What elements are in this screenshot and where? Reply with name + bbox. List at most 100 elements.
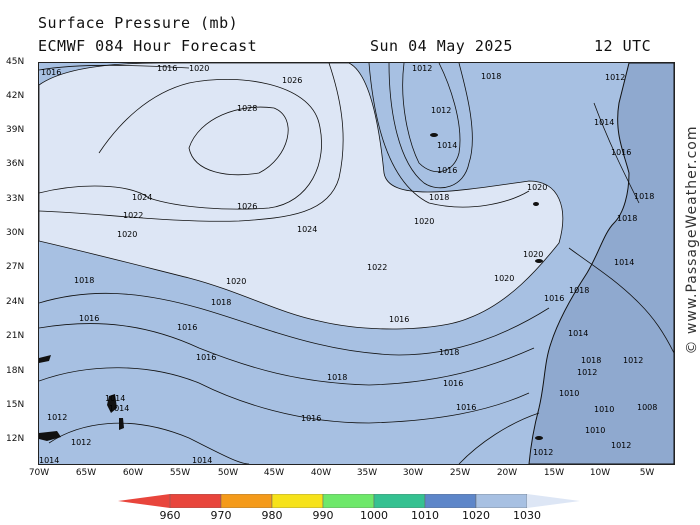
isobar-1024 [39, 63, 344, 222]
lon-label-65w: 65W [75, 468, 97, 478]
high-pressure-area [39, 63, 563, 330]
isobar-1016-far-south [458, 412, 540, 464]
isobar-1026 [39, 78, 322, 210]
isobar-label: 1020 [189, 64, 209, 73]
isobar-label: 1016 [456, 403, 476, 412]
legend-label-970: 970 [210, 509, 232, 522]
legend-label-990: 990 [312, 509, 334, 522]
isobar-map-svg: 1016 1016 1020 1026 1028 1024 1026 1022 … [39, 63, 674, 464]
legend-label-1030: 1030 [513, 509, 541, 522]
lat-label-30n: 30N [6, 228, 25, 238]
isobar-label: 1024 [132, 193, 152, 202]
lat-label-39n: 39N [6, 125, 25, 135]
isobar-lines [39, 63, 674, 464]
map-title: Surface Pressure (mb) [38, 14, 239, 32]
legend-high-arrow [527, 494, 580, 508]
isobar-label: 1020 [414, 217, 434, 226]
lat-label-45n: 45N [6, 57, 25, 67]
legend-label-960: 960 [159, 509, 181, 522]
isobar-1016-south [39, 323, 535, 386]
isobar-label: 1018 [74, 276, 94, 285]
isobar-label: 1012 [605, 73, 625, 82]
lat-label-27n: 27N [6, 262, 25, 272]
isobar-1012 [402, 63, 461, 173]
lon-label-10w: 10W [589, 468, 611, 478]
isobar-label: 1020 [117, 230, 137, 239]
legend-cell [322, 494, 375, 508]
isobar-label: 1014 [105, 394, 125, 403]
lat-label-33n: 33N [6, 194, 25, 204]
legend-cell [271, 494, 324, 508]
isobar-label: 1012 [611, 441, 631, 450]
isobar-label: 1012 [577, 368, 597, 377]
lon-label-35w: 35W [356, 468, 378, 478]
land-caribbean [39, 355, 124, 441]
isobar-label: 1010 [559, 389, 579, 398]
lon-label-15w: 15W [543, 468, 565, 478]
isobar-label: 1016 [196, 353, 216, 362]
isobar-1014 [388, 63, 473, 189]
isobar-label: 1016 [443, 379, 463, 388]
isobar-label: 1012 [623, 356, 643, 365]
lon-label-30w: 30W [402, 468, 424, 478]
legend-cell [475, 494, 528, 508]
isobar-label: 1012 [47, 413, 67, 422]
legend-low-arrow [118, 494, 170, 508]
isobar-label: 1016 [41, 68, 61, 77]
island-azores [430, 133, 438, 137]
isobar-label: 1016 [301, 414, 321, 423]
lon-label-20w: 20W [496, 468, 518, 478]
lon-label-25w: 25W [449, 468, 471, 478]
lon-label-55w: 55W [169, 468, 191, 478]
isobar-label: 1018 [439, 348, 459, 357]
isobar-label: 1016 [79, 314, 99, 323]
isobar-label: 1018 [429, 193, 449, 202]
lat-label-21n: 21N [6, 331, 25, 341]
isobar-1014-east [568, 247, 674, 354]
lon-label-5w: 5W [639, 468, 655, 478]
isobar-label: 1010 [585, 426, 605, 435]
isobar-label: 1012 [533, 448, 553, 457]
isobar-label: 1022 [123, 211, 143, 220]
isobar-label: 1016 [177, 323, 197, 332]
pressure-color-legend [118, 494, 580, 508]
isobar-label: 1014 [192, 456, 212, 464]
isobar-1014-south [39, 367, 530, 424]
isobar-label: 1018 [569, 286, 589, 295]
isobar-label: 1012 [412, 64, 432, 73]
isobar-label: 1018 [617, 214, 637, 223]
lat-label-36n: 36N [6, 159, 25, 169]
lat-label-42n: 42N [6, 91, 25, 101]
island-canaries [535, 259, 543, 263]
isobar-1016-mid [368, 63, 530, 208]
legend-label-1020: 1020 [462, 509, 490, 522]
isobar-label: 1014 [568, 329, 588, 338]
isobar-label: 1012 [431, 106, 451, 115]
isobar-label: 1012 [71, 438, 91, 447]
isobar-label: 1018 [634, 192, 654, 201]
land-africa-iberia [528, 63, 674, 464]
isobar-label: 1024 [297, 225, 317, 234]
isobar-label: 1008 [637, 403, 657, 412]
model-forecast-label: ECMWF 084 Hour Forecast [38, 37, 258, 55]
legend-cell [373, 494, 426, 508]
forecast-date: Sun 04 May 2025 [370, 37, 513, 55]
lon-label-70w: 70W [28, 468, 50, 478]
isobar-1016-north [39, 64, 190, 71]
isobar-label: 1026 [237, 202, 257, 211]
island-cape-verde [535, 436, 543, 440]
lat-label-18n: 18N [6, 366, 25, 376]
isobar-label: 1016 [437, 166, 457, 175]
isobar-label: 1022 [367, 263, 387, 272]
isobar-1028 [188, 106, 289, 176]
isobar-label: 1018 [327, 373, 347, 382]
lon-label-60w: 60W [122, 468, 144, 478]
lat-label-15n: 15N [6, 400, 25, 410]
isobar-label: 1020 [226, 277, 246, 286]
lat-label-24n: 24N [6, 297, 25, 307]
legend-label-1010: 1010 [411, 509, 439, 522]
island-madeira [533, 202, 539, 206]
isobar-label: 1028 [237, 104, 257, 113]
isobar-label: 1020 [523, 250, 543, 259]
isobar-label: 1018 [581, 356, 601, 365]
